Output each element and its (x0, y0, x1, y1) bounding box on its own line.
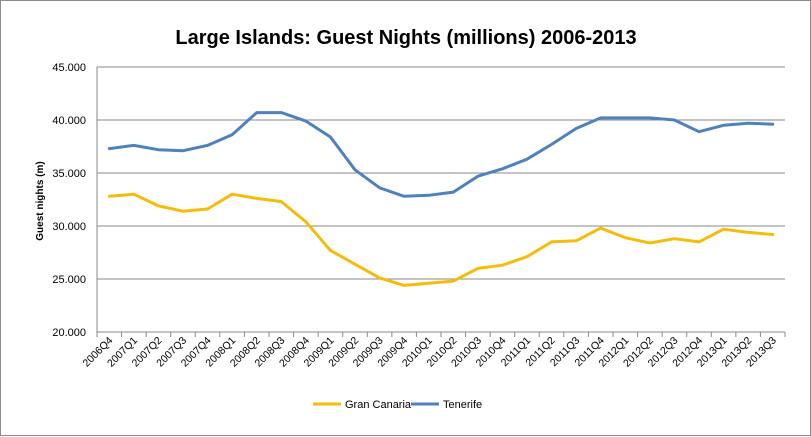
series-lines (107, 111, 775, 287)
y-tick-label: 20.000 (52, 327, 86, 339)
series-line-tenerife (107, 111, 775, 198)
legend: Gran Canaria Tenerife (313, 399, 482, 411)
legend-label: Gran Canaria (345, 399, 412, 411)
legend-label: Tenerife (443, 399, 482, 411)
y-tick-label: 35.000 (52, 168, 86, 180)
y-tick-label: 40.000 (52, 115, 86, 127)
y-axis-label: Guest nights (m) (35, 161, 46, 240)
y-tick-label: 25.000 (52, 274, 86, 286)
gridlines (96, 66, 786, 337)
y-axis-ticks: 20.000 25.000 30.000 35.000 40.000 45.000 (52, 62, 86, 339)
y-tick-label: 45.000 (52, 62, 86, 74)
chart-title: Large Islands: Guest Nights (millions) 2… (175, 27, 636, 49)
y-tick-label: 30.000 (52, 221, 86, 233)
x-axis-ticks: 2006Q42007Q12007Q22007Q32007Q42008Q12008… (80, 335, 778, 370)
series-line-gran-canaria (107, 192, 775, 287)
